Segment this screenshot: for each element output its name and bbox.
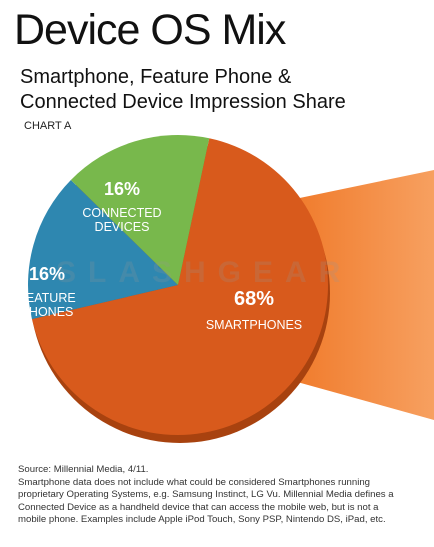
footnote-source: Source: Millennial Media, 4/11. (18, 464, 149, 475)
slice-name-label: FEATURE (18, 291, 75, 305)
slice-name-label: DEVICES (95, 220, 150, 234)
pie-slice-feature (28, 179, 179, 320)
chart-subtitle: Smartphone, Feature Phone & Connected De… (20, 65, 346, 115)
footnote-line: Connected Device as a handheld device th… (18, 501, 379, 513)
footnote-line: proprietary Operating Systems, e.g. Sams… (18, 489, 394, 501)
footnote: Source: Millennial Media, 4/11. Smartpho… (18, 464, 424, 527)
slice-percent-label: 16% (104, 179, 140, 199)
slice-percent-label: 68% (234, 288, 274, 310)
chart-title: Device OS Mix (14, 6, 286, 54)
footnote-line: Smartphone data does not include what co… (18, 476, 371, 488)
slice-name-label: CONNECTED (82, 206, 161, 220)
watermark-logo: SLASHGEAR (56, 256, 353, 289)
pie-slice-smartphones (31, 138, 328, 435)
subtitle-line-1: Smartphone, Feature Phone & (20, 66, 292, 88)
beam-layer (290, 170, 434, 420)
highlight-beam (290, 170, 434, 420)
footnote-line: mobile phone. Examples include Apple iPo… (18, 514, 386, 526)
subtitle-line-2: Connected Device Impression Share (20, 91, 346, 113)
slice-name-label: PHONES (21, 305, 74, 319)
chart-id-label: CHART A (24, 120, 72, 132)
pie-slice-connected (70, 135, 210, 285)
slice-percent-label: 16% (29, 264, 65, 284)
slice-name-label: SMARTPHONES (206, 318, 302, 332)
pie-layer (28, 135, 330, 443)
